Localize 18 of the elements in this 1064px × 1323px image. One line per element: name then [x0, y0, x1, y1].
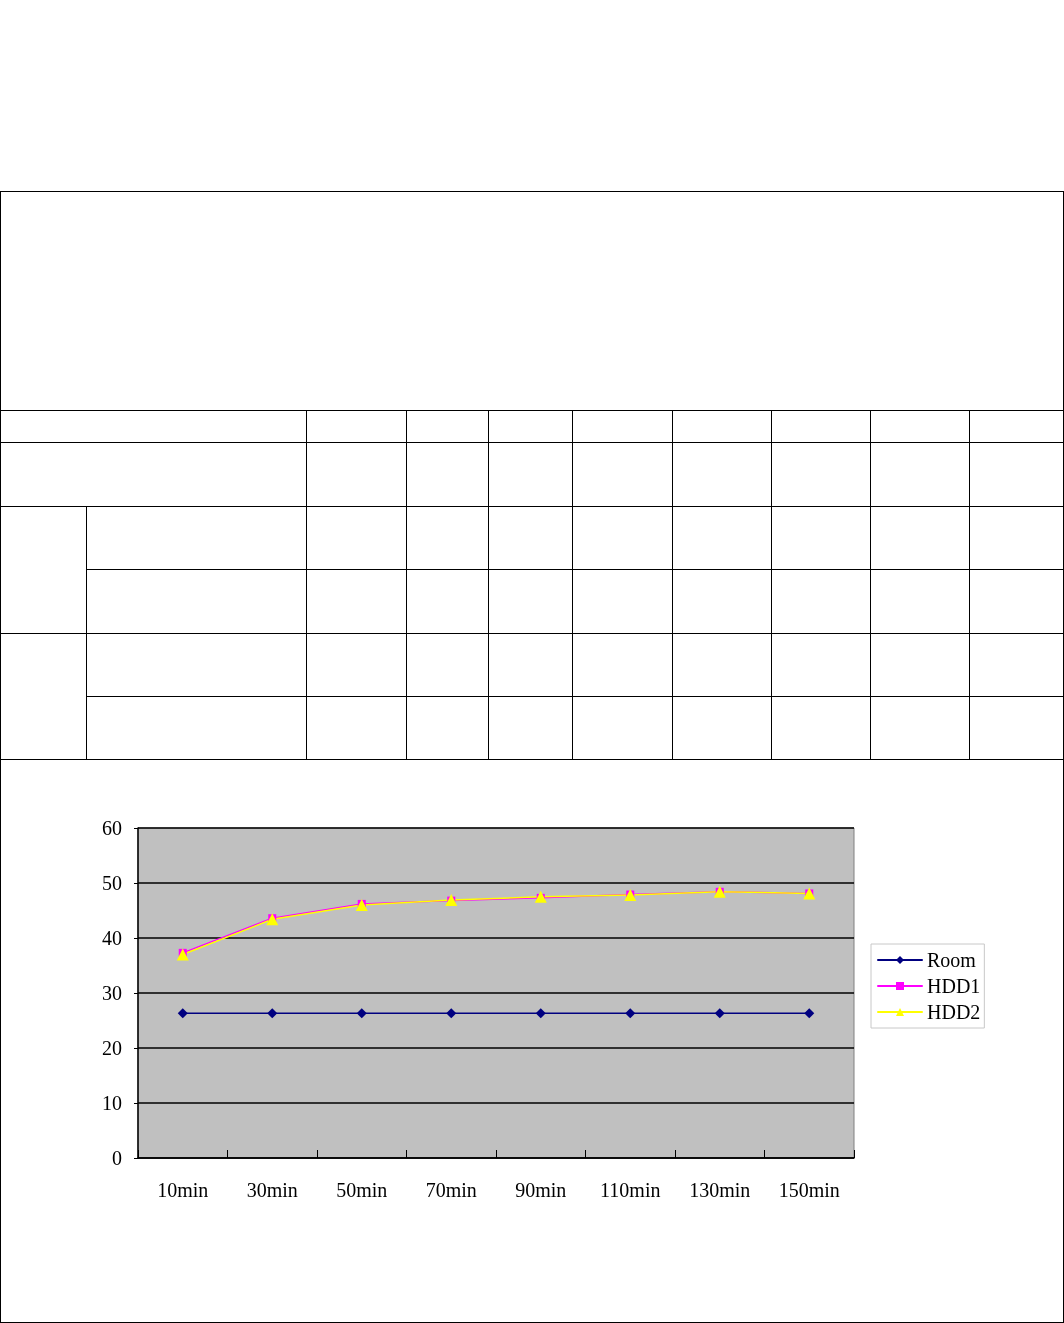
y-tick-label: 40 [102, 927, 122, 949]
legend-label: Room [927, 949, 977, 971]
x-tick-label: 50min [336, 1179, 388, 1201]
x-tick-label: 30min [246, 1179, 298, 1201]
x-tick-label: 10min [157, 1179, 209, 1201]
legend-label: HDD1 [927, 975, 981, 997]
legend-label: HDD2 [927, 1001, 981, 1023]
x-tick-label: 130min [689, 1179, 751, 1201]
x-tick-label: 110min [600, 1179, 661, 1201]
x-tick-label: 150min [778, 1179, 840, 1201]
y-tick-label: 0 [112, 1147, 122, 1169]
x-tick-label: 70min [425, 1179, 477, 1201]
y-tick-label: 50 [102, 872, 122, 894]
x-tick-label: 90min [515, 1179, 567, 1201]
y-tick-label: 20 [102, 1037, 122, 1059]
y-tick-label: 10 [102, 1092, 122, 1114]
y-tick-label: 30 [102, 982, 122, 1004]
y-tick-label: 60 [102, 817, 122, 839]
